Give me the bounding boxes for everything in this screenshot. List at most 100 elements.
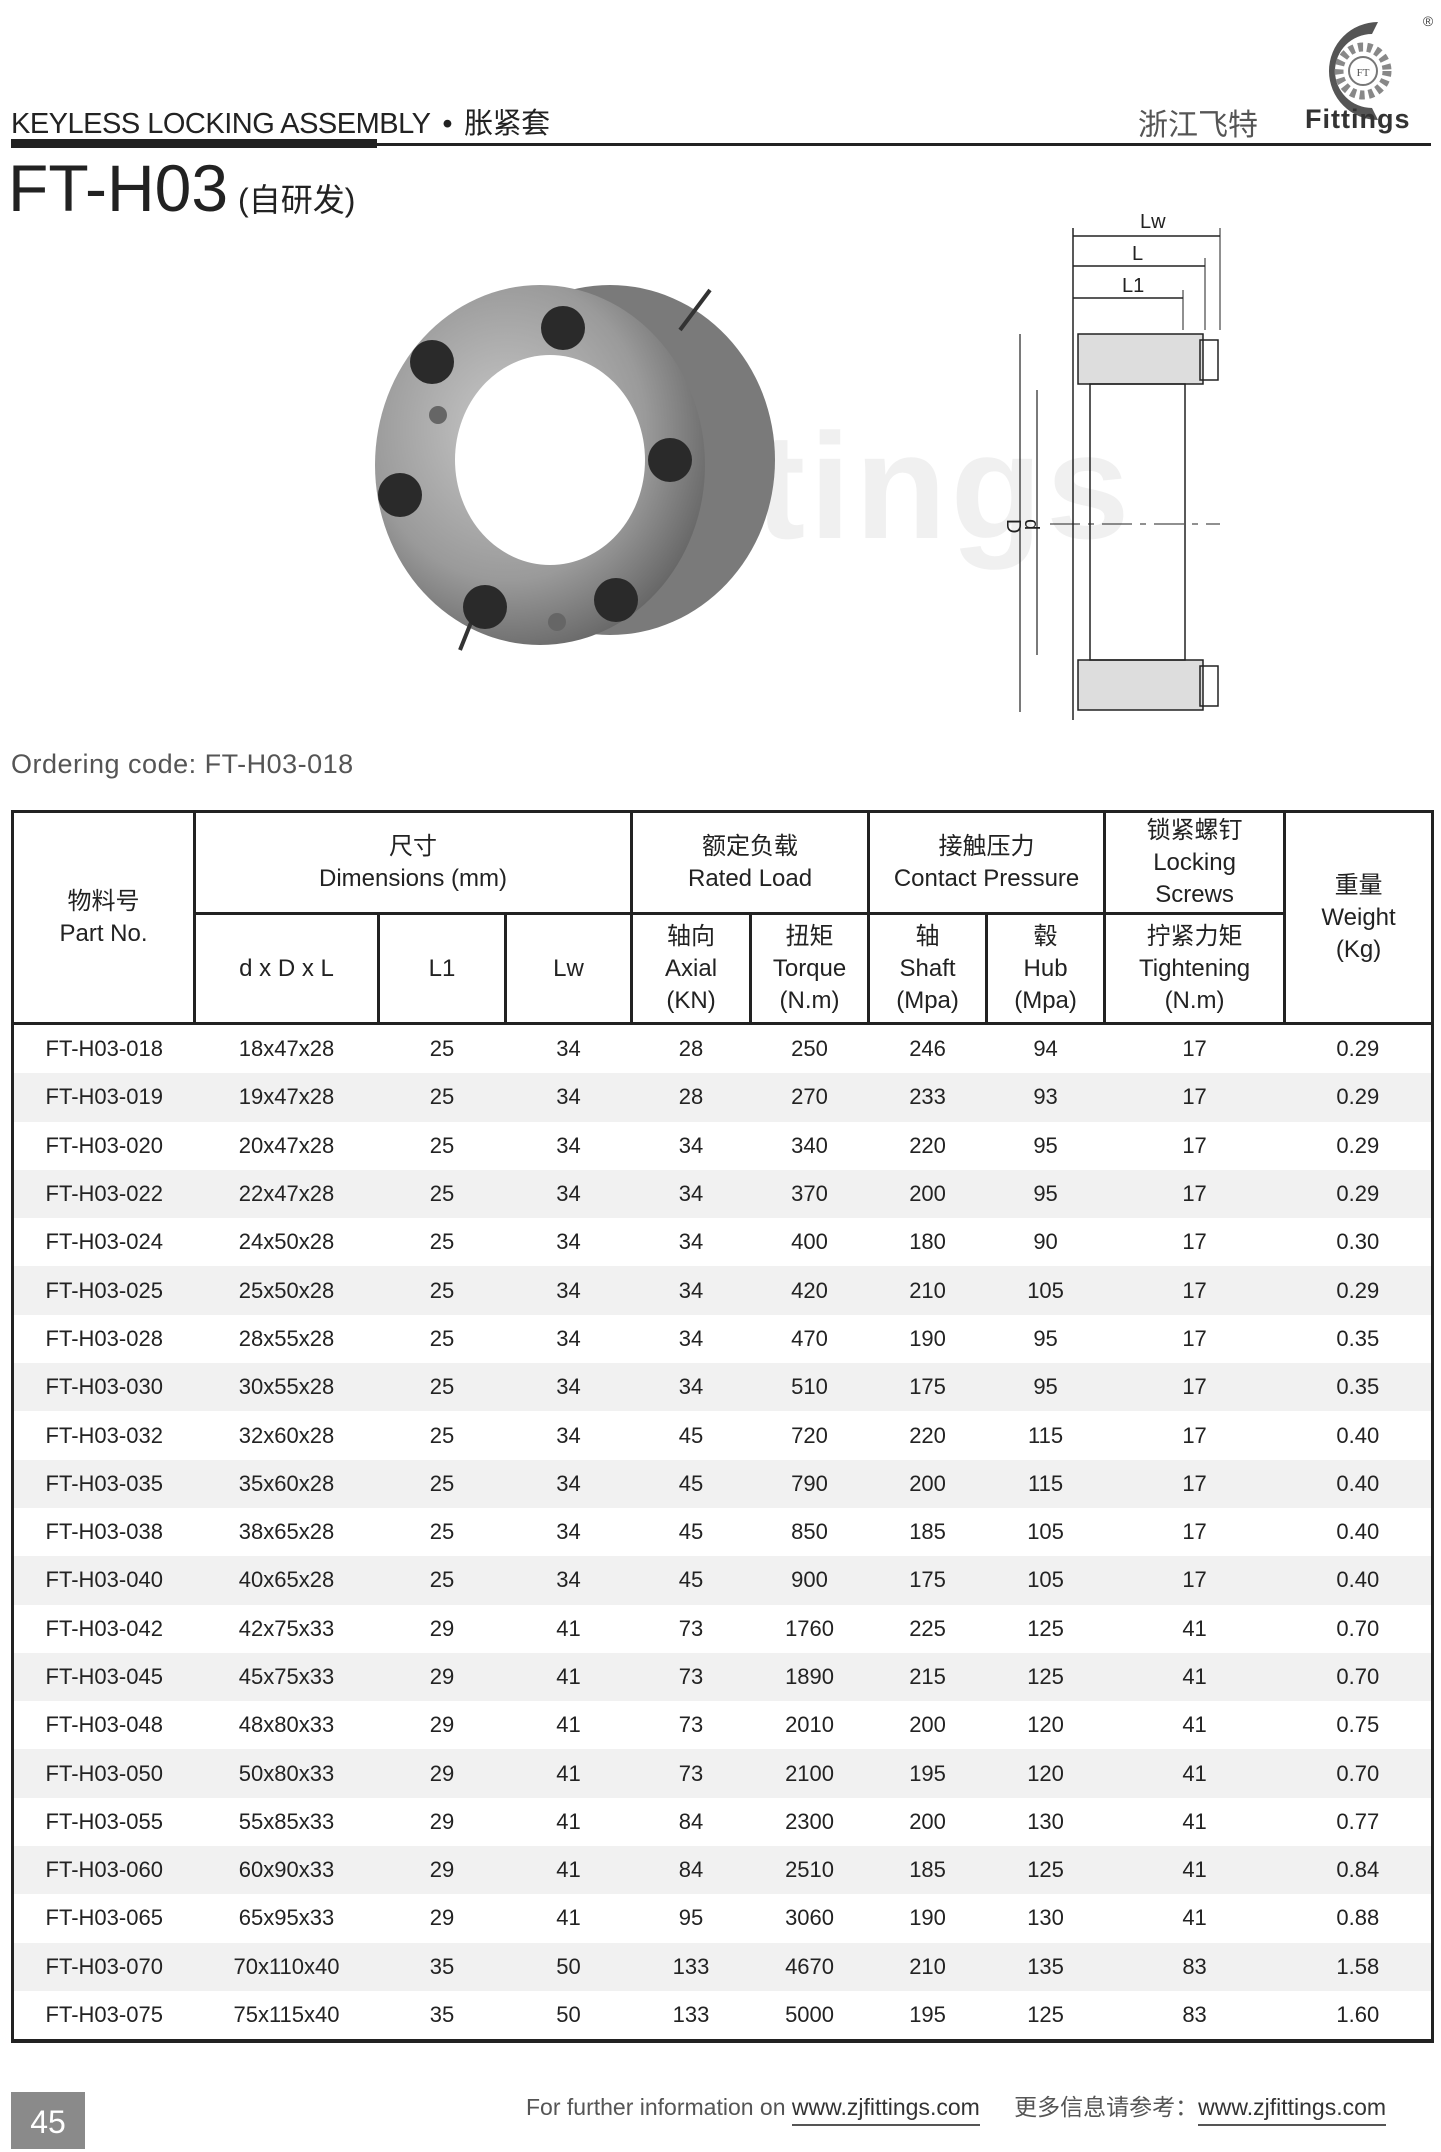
product-photo (375, 285, 775, 651)
table-row: FT-H03-035 35x60x28 25 34 45 790 200 115 17 0.40 (11, 1459, 1435, 1508)
cell-lw: 41 (505, 1652, 632, 1702)
website-link-cn[interactable]: www.zjfittings.com (1198, 2094, 1387, 2126)
table-row: FT-H03-055 55x85x33 29 41 84 2300 200 130 41 0.77 (11, 1797, 1435, 1847)
cell-torque: 4670 (750, 1942, 869, 1991)
table-row: FT-H03-025 25x50x28 25 34 34 420 210 105 17 0.29 (11, 1266, 1435, 1315)
cell-hub: 120 (1027, 1712, 1064, 1738)
cell-part-no: FT-H03-075 (11, 1990, 195, 2044)
cell-l1: 29 (429, 1615, 455, 1641)
svg-text:Lw: Lw (1140, 211, 1166, 233)
header-divider (11, 143, 1431, 146)
cell-lw: 50 (505, 1990, 632, 2044)
cell-dimensions: 20x47x28 (238, 1132, 335, 1158)
cell-part-no: FT-H03-038 (11, 1507, 195, 1557)
cell-torque: 2300 (785, 1808, 835, 1834)
cell-shaft: 215 (868, 1652, 987, 1702)
header-l1: L1 (377, 912, 507, 1025)
cell-lw: 34 (556, 1422, 581, 1448)
cell-axial: 73 (678, 1712, 704, 1738)
ordering-code: Ordering code: FT-H03-018 (11, 749, 354, 779)
cell-part-no: FT-H03-070 (11, 1942, 195, 1991)
cell-part-no: FT-H03-050 (11, 1749, 195, 1798)
header-torque: 扭矩 Torque (N.m) (749, 912, 871, 1025)
cell-axial: 73 (678, 1615, 704, 1641)
header-locking-screws: 锁紧螺钉 Locking Screws (1103, 810, 1287, 915)
cell-l1: 25 (378, 1556, 506, 1605)
cell-torque: 720 (791, 1422, 828, 1448)
cell-axial: 95 (678, 1905, 704, 1931)
svg-text:L1: L1 (1122, 275, 1144, 297)
cell-axial: 34 (631, 1169, 751, 1219)
table-row: FT-H03-060 60x90x33 29 41 84 2510 185 125 41 0.84 (11, 1846, 1435, 1895)
cell-lw: 41 (556, 1905, 581, 1931)
cell-lw: 34 (556, 1519, 581, 1545)
category-cn: 胀紧套 (464, 108, 550, 140)
header-accent-bar (11, 139, 377, 148)
cell-hub: 120 (986, 1749, 1105, 1798)
table-row: FT-H03-070 70x110x40 35 50 133 4670 210 135 83 1.… (11, 1942, 1435, 1991)
cell-weight: 0.29 (1284, 1073, 1435, 1122)
cell-l1: 35 (378, 1990, 506, 2044)
cell-weight: 0.70 (1284, 1652, 1435, 1702)
svg-text:D: D (1002, 519, 1024, 533)
cell-l1: 25 (429, 1132, 455, 1158)
cell-axial: 133 (631, 1990, 751, 2044)
cell-weight: 0.35 (1284, 1314, 1435, 1364)
cell-hub: 105 (986, 1266, 1105, 1315)
cell-hub: 115 (1028, 1422, 1064, 1448)
cell-l1: 25 (378, 1073, 506, 1122)
cell-hub: 130 (1027, 1905, 1064, 1931)
website-link[interactable]: www.zjfittings.com (791, 2094, 980, 2126)
cell-l1: 29 (429, 1905, 455, 1931)
cell-hub: 105 (1027, 1519, 1064, 1545)
separator: • (442, 108, 453, 140)
cell-tightening: 41 (1182, 1808, 1207, 1834)
cell-part-no: FT-H03-042 (11, 1604, 195, 1653)
page-number: 45 (11, 2092, 85, 2149)
cell-shaft: 180 (909, 1229, 946, 1255)
cell-part-no: FT-H03-025 (11, 1266, 195, 1315)
cell-weight: 0.84 (1284, 1846, 1435, 1895)
cell-weight: 1.60 (1284, 1990, 1435, 2044)
cell-dimensions: 40x65x28 (194, 1556, 379, 1605)
cell-axial: 34 (678, 1325, 704, 1351)
cell-lw: 34 (505, 1556, 632, 1605)
cell-part-no: FT-H03-020 (11, 1121, 195, 1170)
cell-part-no: FT-H03-035 (11, 1459, 195, 1508)
cell-torque: 250 (791, 1036, 828, 1062)
table-row: FT-H03-038 38x65x28 25 34 45 850 185 105 17 0.40 (11, 1507, 1435, 1557)
cell-dimensions: 19x47x28 (194, 1073, 379, 1122)
cell-lw: 34 (505, 1363, 632, 1412)
footer-info: For further information on www.zjfitting… (526, 2088, 1387, 2126)
table-row: FT-H03-030 30x55x28 25 34 34 510 175 95 17 0.35 (11, 1363, 1435, 1412)
header-dxdxl: d x D x L (193, 912, 380, 1025)
header-weight: 重量 Weight (Kg) (1283, 810, 1435, 1025)
cell-dimensions: 35x60x28 (194, 1459, 379, 1508)
cell-weight: 0.70 (1284, 1749, 1435, 1798)
cell-axial: 45 (678, 1422, 704, 1448)
cell-dimensions: 70x110x40 (194, 1942, 379, 1991)
cell-dimensions: 60x90x33 (194, 1846, 379, 1895)
header-hub: 毂 Hub (Mpa) (985, 912, 1107, 1025)
cell-tightening: 41 (1104, 1846, 1285, 1895)
cell-shaft: 225 (909, 1615, 946, 1641)
table-row: FT-H03-022 22x47x28 25 34 34 370 200 95 17 0.29 (11, 1169, 1435, 1219)
header-rated-load: 额定负载 Rated Load (630, 810, 871, 915)
footer-info-cn: 更多信息请参考： (1014, 2094, 1199, 2120)
cell-tightening: 17 (1104, 1556, 1285, 1605)
table-row: FT-H03-028 28x55x28 25 34 34 470 190 95 17 0.35 (11, 1314, 1435, 1364)
category-en: KEYLESS LOCKING ASSEMBLY (11, 108, 431, 140)
cell-torque: 270 (750, 1073, 869, 1122)
cell-torque: 850 (791, 1519, 828, 1545)
cell-tightening: 17 (1182, 1132, 1207, 1158)
cell-tightening: 17 (1104, 1266, 1285, 1315)
cell-lw: 34 (505, 1169, 632, 1219)
cell-axial: 45 (631, 1556, 751, 1605)
model-name: FT-H03 (8, 151, 229, 225)
company-name-cn: 浙江飞特 (1138, 109, 1258, 142)
cell-axial: 34 (678, 1132, 704, 1158)
cell-axial: 34 (631, 1266, 751, 1315)
cell-part-no: FT-H03-028 (11, 1314, 195, 1364)
cell-weight: 0.40 (1284, 1459, 1435, 1508)
table-row: FT-H03-019 19x47x28 25 34 28 270 233 93 17 0.29 (11, 1073, 1435, 1122)
